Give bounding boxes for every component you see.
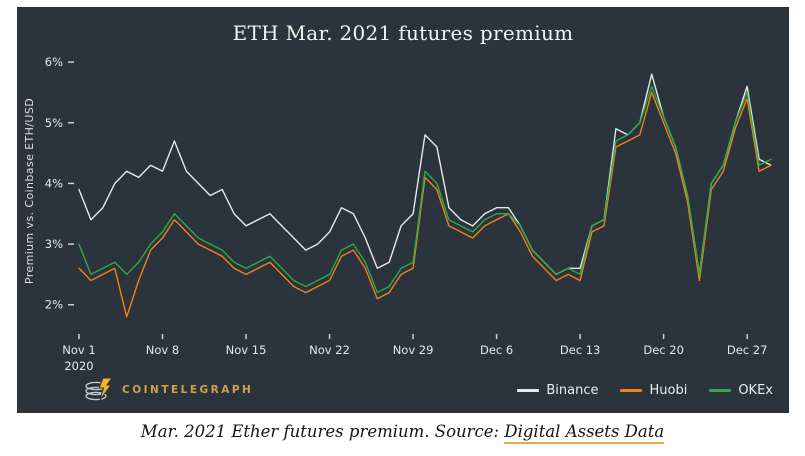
caption-source-link[interactable]: Digital Assets Data <box>504 422 665 444</box>
x-tick-label: Nov 1 <box>62 343 95 357</box>
legend-item-huobi: Huobi <box>620 383 687 398</box>
x-tick-label: Nov 22 <box>309 343 350 357</box>
x-tick-label: Dec 6 <box>480 343 513 357</box>
x-tick-sublabel: 2020 <box>64 359 93 373</box>
y-tick-label: 5% <box>45 116 63 130</box>
legend-label-okex: OKEx <box>738 382 773 398</box>
chart-card: 2% 3% 4% 5% 6% Nov 1 2020 Nov 8 Nov 15 Nov 22 Nov … <box>17 7 789 413</box>
caption: Mar. 2021 Ether futures premium. Source:… <box>0 422 805 444</box>
legend-swatch-huobi <box>620 388 643 392</box>
series-line-huobi <box>78 91 772 318</box>
cointelegraph-wordmark: COINTELEGRAPH <box>122 384 254 396</box>
legend-swatch-okex <box>709 388 732 392</box>
x-tick-label: Nov 15 <box>226 343 267 357</box>
y-axis-title: Premium vs. Coinbase ETH/USD <box>23 98 36 284</box>
y-tick-label: 2% <box>45 298 63 312</box>
x-tick-label: Nov 29 <box>393 343 434 357</box>
x-tick-label: Dec 27 <box>727 343 768 357</box>
y-tick-label: 3% <box>45 237 63 251</box>
coin-stack-icon <box>85 377 113 401</box>
plot-svg: 2% 3% 4% 5% 6% Nov 1 2020 Nov 8 Nov 15 Nov 22 Nov … <box>23 55 772 373</box>
series-line-okex <box>78 85 772 294</box>
x-tick-label: Nov 8 <box>146 343 179 357</box>
caption-text: Mar. 2021 Ether futures premium. Source: <box>140 422 505 441</box>
legend: Binance Huobi OKEx <box>517 383 773 398</box>
legend-label-binance: Binance <box>546 382 599 398</box>
chart-footer: COINTELEGRAPH Binance Huobi OKEx <box>83 375 773 405</box>
cointelegraph-logo: COINTELEGRAPH <box>83 376 253 404</box>
legend-item-okex: OKEx <box>709 383 773 398</box>
legend-item-binance: Binance <box>517 383 598 398</box>
legend-label-huobi: Huobi <box>649 382 688 398</box>
y-tick-label: 4% <box>45 176 63 190</box>
x-tick-label: Dec 20 <box>643 343 684 357</box>
y-tick-label: 6% <box>45 55 63 69</box>
legend-swatch-binance <box>517 388 540 392</box>
series-line-binance <box>78 73 772 276</box>
x-tick-label: Dec 13 <box>560 343 601 357</box>
chart-title: ETH Mar. 2021 futures premium <box>232 21 574 45</box>
